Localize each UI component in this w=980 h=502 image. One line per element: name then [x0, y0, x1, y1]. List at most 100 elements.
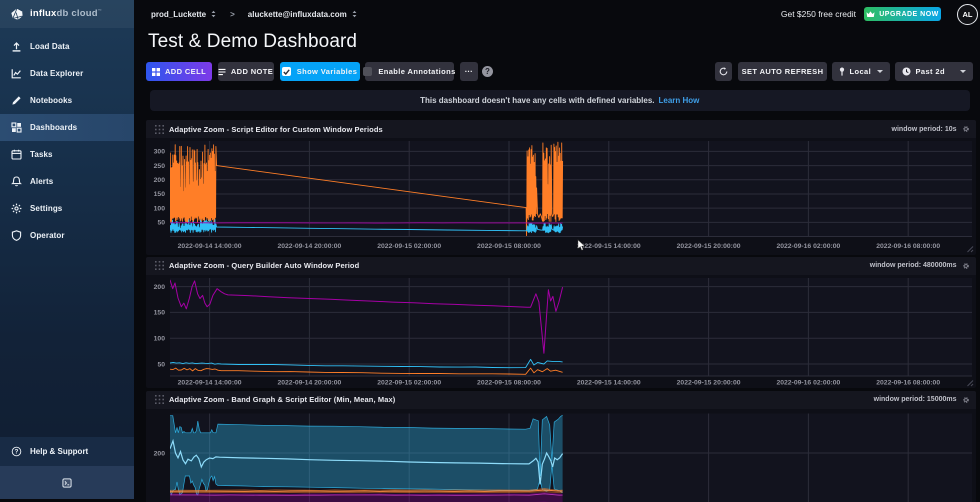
sidebar-item-label: Dashboards	[30, 123, 78, 132]
logo[interactable]: influxdb cloud™	[0, 0, 134, 28]
refresh-icon	[719, 67, 728, 76]
cell-resize-handle[interactable]	[967, 246, 974, 253]
svg-text:2022-09-15 08:00:00: 2022-09-15 08:00:00	[477, 379, 541, 386]
svg-text:2022-09-16 02:00:00: 2022-09-16 02:00:00	[776, 379, 840, 386]
sidebar-nav: Load Data Data Explorer Notebooks Dashboard…	[0, 33, 134, 249]
sidebar-item-data-explorer[interactable]: Data Explorer	[0, 60, 134, 87]
influxdb-logo-icon	[11, 8, 23, 20]
dashboard-cell-1: Adaptive Zoom - Script Editor for Custom…	[146, 120, 976, 255]
axis-labels: 50 100 150 200 250 300 2022-09-14 14:00:00 2022…	[154, 149, 941, 250]
upload-icon	[12, 42, 21, 52]
sidebar-item-label: Load Data	[30, 42, 70, 51]
svg-text:2022-09-14 20:00:00: 2022-09-14 20:00:00	[277, 379, 341, 386]
sidebar-item-help-support[interactable]: ? Help & Support	[0, 437, 134, 466]
svg-text:200: 200	[154, 177, 166, 184]
avatar[interactable]: AL	[957, 3, 978, 25]
sidebar-footer	[0, 466, 134, 499]
add-note-button[interactable]: ADD NOTE	[217, 62, 274, 81]
drag-handle-icon[interactable]	[155, 395, 164, 404]
chevron-down-icon	[960, 70, 966, 73]
logo-text: influxdb cloud™	[30, 8, 102, 20]
sort-carets-icon	[211, 10, 216, 18]
sidebar-item-notebooks[interactable]: Notebooks	[0, 87, 134, 114]
cell-title[interactable]: Adaptive Zoom - Band Graph & Script Edit…	[169, 395, 396, 404]
breadcrumb-separator: >	[230, 9, 235, 19]
svg-text:2022-09-14 20:00:00: 2022-09-14 20:00:00	[277, 243, 341, 250]
cell-gear-icon[interactable]	[962, 125, 970, 133]
orange-series	[170, 141, 564, 237]
sidebar-item-dashboards[interactable]: Dashboards	[0, 114, 134, 141]
svg-text:100: 100	[154, 205, 166, 212]
help-question-icon[interactable]: ?	[482, 66, 493, 77]
checkbox-checked-icon	[281, 67, 291, 76]
cell-gear-icon[interactable]	[962, 262, 970, 270]
sidebar-item-alerts[interactable]: Alerts	[0, 168, 134, 195]
crown-icon	[866, 10, 875, 17]
svg-text:2022-09-16 02:00:00: 2022-09-16 02:00:00	[776, 243, 840, 250]
add-cell-button[interactable]: ADD CELL	[146, 62, 212, 81]
cell-title[interactable]: Adaptive Zoom - Script Editor for Custom…	[169, 124, 383, 134]
time-range-dropdown[interactable]: Past 2d	[894, 62, 973, 81]
svg-text:300: 300	[154, 149, 166, 156]
note-icon	[218, 68, 226, 76]
svg-text:2022-09-15 20:00:00: 2022-09-15 20:00:00	[677, 243, 741, 250]
sidebar-item-operator[interactable]: Operator	[0, 222, 134, 249]
drag-handle-icon[interactable]	[155, 124, 164, 134]
svg-text:100: 100	[154, 335, 166, 342]
pencil-icon	[12, 96, 21, 105]
gear-icon	[11, 203, 22, 214]
sidebar-item-label: Settings	[30, 204, 63, 213]
console-icon[interactable]	[62, 477, 72, 488]
dashboard-cell-3: Adaptive Zoom - Band Graph & Script Edit…	[146, 390, 976, 502]
graph-icon	[11, 69, 21, 79]
question-circle-icon: ?	[11, 446, 22, 457]
bell-icon	[11, 176, 22, 187]
blue-series	[170, 358, 563, 368]
refresh-button[interactable]	[714, 62, 732, 81]
svg-text:2022-09-15 14:00:00: 2022-09-15 14:00:00	[577, 243, 641, 250]
svg-text:2022-09-16 08:00:00: 2022-09-16 08:00:00	[876, 243, 940, 250]
more-options-button[interactable]: ···	[460, 62, 478, 81]
upgrade-now-button[interactable]: UPGRADE NOW	[864, 7, 941, 21]
cell-title[interactable]: Adaptive Zoom - Query Builder Auto Windo…	[169, 261, 360, 270]
cell-header: Adaptive Zoom - Query Builder Auto Windo…	[146, 256, 976, 275]
svg-text:2022-09-16 08:00:00: 2022-09-16 08:00:00	[876, 379, 940, 386]
chart-series	[170, 279, 564, 375]
orange-series	[170, 367, 563, 375]
calendar-icon	[11, 149, 22, 160]
sort-carets-icon	[352, 10, 357, 18]
gridlines	[170, 277, 972, 376]
svg-text:250: 250	[154, 163, 166, 170]
svg-text:2022-09-15 14:00:00: 2022-09-15 14:00:00	[577, 379, 641, 386]
banner-text: This dashboard doesn't have any cells wi…	[420, 96, 655, 105]
window-period-label: window period: 10s	[891, 125, 957, 133]
cell-gear-icon[interactable]	[962, 396, 970, 404]
breadcrumb-user[interactable]: aluckette@influxdata.com	[248, 10, 357, 19]
orange-band-mean	[170, 489, 563, 492]
svg-text:150: 150	[154, 191, 166, 198]
drag-handle-icon[interactable]	[155, 261, 164, 270]
svg-text:200: 200	[154, 450, 166, 457]
set-auto-refresh-button[interactable]: SET AUTO REFRESH	[738, 62, 827, 81]
learn-how-link[interactable]: Learn How	[658, 96, 700, 105]
page-title: Test & Demo Dashboard	[148, 31, 358, 52]
magenta-series	[170, 279, 564, 354]
cell-resize-handle[interactable]	[967, 379, 974, 386]
show-variables-toggle[interactable]: Show Variables	[279, 62, 360, 81]
sidebar-item-settings[interactable]: Settings	[0, 195, 134, 222]
sidebar-item-tasks[interactable]: Tasks	[0, 141, 134, 168]
sidebar-item-label: Data Explorer	[30, 69, 84, 78]
timezone-dropdown[interactable]: Local	[831, 62, 890, 81]
cell-header: Adaptive Zoom - Script Editor for Custom…	[146, 120, 976, 138]
sidebar-item-load-data[interactable]: Load Data	[0, 33, 134, 60]
chart-plot-2[interactable]: 50 100 150 200 2022-09-14 14:00:00 2022-09-14…	[146, 257, 976, 389]
chart-plot-1[interactable]: 50 100 150 200 250 300 2022-09-14 14:00:00 2022…	[146, 120, 976, 255]
breadcrumb-org[interactable]: prod_Luckette	[151, 10, 216, 19]
dashboard-cell-2: Adaptive Zoom - Query Builder Auto Windo…	[146, 256, 976, 389]
enable-annotations-toggle[interactable]: Enable Annotations	[363, 62, 455, 81]
svg-text:?: ?	[15, 449, 19, 456]
help-support-label: Help & Support	[30, 447, 89, 456]
